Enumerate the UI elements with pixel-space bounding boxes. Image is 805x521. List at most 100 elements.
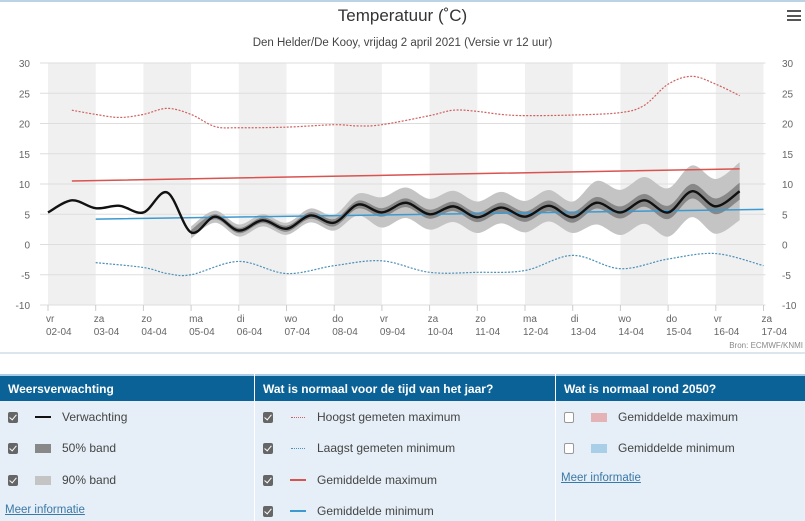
x-tick-date: 12-04 xyxy=(523,327,549,338)
y-tick-label-right: 10 xyxy=(782,180,794,191)
x-tick-date: 17-04 xyxy=(762,327,788,338)
y-tick-label-left: 15 xyxy=(19,150,31,161)
y-tick-label-right: -10 xyxy=(782,301,797,312)
y-tick-label-left: -5 xyxy=(21,271,30,282)
x-tick-date: 02-04 xyxy=(46,327,72,338)
legend-item-band90[interactable]: 90% band xyxy=(8,472,116,488)
x-tick-date: 05-04 xyxy=(189,327,215,338)
x-tick-day: zo xyxy=(141,314,152,325)
x-tick-date: 09-04 xyxy=(380,327,406,338)
x-tick-day: do xyxy=(332,314,344,325)
y-tick-label-right: 20 xyxy=(782,120,794,131)
legend-item-forecast[interactable]: Verwachting xyxy=(8,409,127,425)
y-tick-label-left: -10 xyxy=(16,301,31,312)
x-tick-date: 14-04 xyxy=(618,327,644,338)
x-tick-day: za xyxy=(762,314,773,325)
legend-label: 90% band xyxy=(62,473,117,487)
x-tick-day: ma xyxy=(523,314,537,325)
top-border xyxy=(0,0,805,2)
x-tick-date: 03-04 xyxy=(94,327,120,338)
band-swatch-icon xyxy=(34,475,52,485)
legend-panel: Weersverwachting Verwachting 50% band 90… xyxy=(0,374,805,521)
band-swatch-icon xyxy=(590,443,608,453)
legend-label: 50% band xyxy=(62,441,117,455)
x-tick-day: vr xyxy=(714,314,723,325)
legend-label: Gemiddelde minimum xyxy=(618,441,735,455)
y-tick-label-right: 30 xyxy=(782,59,794,70)
x-tick-day: di xyxy=(237,314,245,325)
y-tick-label-right: -5 xyxy=(782,271,791,282)
x-tick-day: di xyxy=(571,314,579,325)
x-tick-date: 07-04 xyxy=(285,327,311,338)
y-tick-label-left: 10 xyxy=(19,180,31,191)
x-tick-date: 16-04 xyxy=(714,327,740,338)
checkbox[interactable] xyxy=(8,411,18,423)
y-tick-label-right: 15 xyxy=(782,150,794,161)
legend-header: Weersverwachting xyxy=(0,374,254,401)
x-tick-day: za xyxy=(428,314,439,325)
legend-item-record-min[interactable]: Laagst gemeten minimum xyxy=(263,440,455,456)
checkbox[interactable] xyxy=(263,411,273,423)
checkbox[interactable] xyxy=(564,411,574,423)
chart-source: Bron: ECMWF/KNMI xyxy=(729,341,803,350)
y-tick-label-right: 0 xyxy=(782,241,788,252)
x-tick-day: wo xyxy=(284,314,298,325)
y-tick-label-left: 5 xyxy=(24,210,30,221)
legend-item-avg-max[interactable]: Gemiddelde maximum xyxy=(263,472,437,488)
legend-label: Hoogst gemeten maximum xyxy=(317,410,461,424)
x-tick-day: vr xyxy=(380,314,389,325)
x-tick-date: 15-04 xyxy=(666,327,692,338)
more-info-link[interactable]: Meer informatie xyxy=(5,504,85,516)
legend-header: Wat is normaal rond 2050? xyxy=(556,374,805,401)
legend-item-2050-max[interactable]: Gemiddelde maximum xyxy=(564,409,738,425)
chart-title: Temperatuur (˚C) xyxy=(337,6,468,25)
y-tick-label-left: 20 xyxy=(19,120,31,131)
hamburger-icon[interactable] xyxy=(787,10,801,22)
y-tick-label-left: 0 xyxy=(24,241,30,252)
legend-item-2050-min[interactable]: Gemiddelde minimum xyxy=(564,440,735,456)
y-tick-label-right: 5 xyxy=(782,210,788,221)
dotted-line-icon xyxy=(289,416,307,418)
x-tick-date: 08-04 xyxy=(332,327,358,338)
legend-label: Verwachting xyxy=(62,410,128,424)
series-laagst-gemeten-minimum xyxy=(95,252,764,277)
legend-normal: Wat is normaal voor de tijd van het jaar… xyxy=(255,374,556,521)
legend-2050: Wat is normaal rond 2050? Gemiddelde max… xyxy=(556,374,805,521)
legend-label: Gemiddelde minimum xyxy=(317,504,434,518)
x-tick-date: 11-04 xyxy=(475,327,500,338)
checkbox[interactable] xyxy=(263,505,273,517)
x-tick-date: 10-04 xyxy=(428,327,454,338)
dotted-line-icon xyxy=(289,447,307,449)
band-swatch-icon xyxy=(34,443,52,453)
legend-label: Laagst gemeten minimum xyxy=(317,441,456,455)
x-tick-date: 13-04 xyxy=(571,327,597,338)
x-tick-day: vr xyxy=(46,314,55,325)
legend-item-avg-min[interactable]: Gemiddelde minimum xyxy=(263,503,434,519)
legend-item-record-max[interactable]: Hoogst gemeten maximum xyxy=(263,409,460,425)
legend-item-band50[interactable]: 50% band xyxy=(8,440,116,456)
checkbox[interactable] xyxy=(8,442,18,454)
chart-subtitle: Den Helder/De Kooy, vrijdag 2 april 2021… xyxy=(252,37,553,49)
series-verwachting xyxy=(47,190,741,235)
series-gemiddelde-maximum xyxy=(71,168,740,182)
checkbox[interactable] xyxy=(263,442,273,454)
band-swatch-icon xyxy=(590,412,608,422)
y-tick-label-right: 25 xyxy=(782,89,794,100)
x-tick-day: do xyxy=(666,314,678,325)
y-tick-label-left: 25 xyxy=(19,89,31,100)
x-tick-date: 04-04 xyxy=(141,327,167,338)
checkbox[interactable] xyxy=(564,442,574,454)
temperature-chart: 30 30 25 25 20 20 15 15 10 10 5 5 0 0 -5 -5 -10 -10 vr 02-0… xyxy=(16,59,797,338)
x-tick-date: 06-04 xyxy=(237,327,263,338)
line-swatch-icon xyxy=(289,479,307,481)
y-tick-label-left: 30 xyxy=(19,59,31,70)
more-info-link[interactable]: Meer informatie xyxy=(561,472,641,484)
legend-label: Gemiddelde maximum xyxy=(618,410,739,424)
x-tick-day: za xyxy=(94,314,105,325)
legend-forecast: Weersverwachting Verwachting 50% band 90… xyxy=(0,374,255,521)
series-hoogst-gemeten-maximum xyxy=(71,75,740,129)
x-tick-day: ma xyxy=(189,314,203,325)
checkbox[interactable] xyxy=(8,474,18,486)
x-tick-day: wo xyxy=(617,314,631,325)
checkbox[interactable] xyxy=(263,474,273,486)
